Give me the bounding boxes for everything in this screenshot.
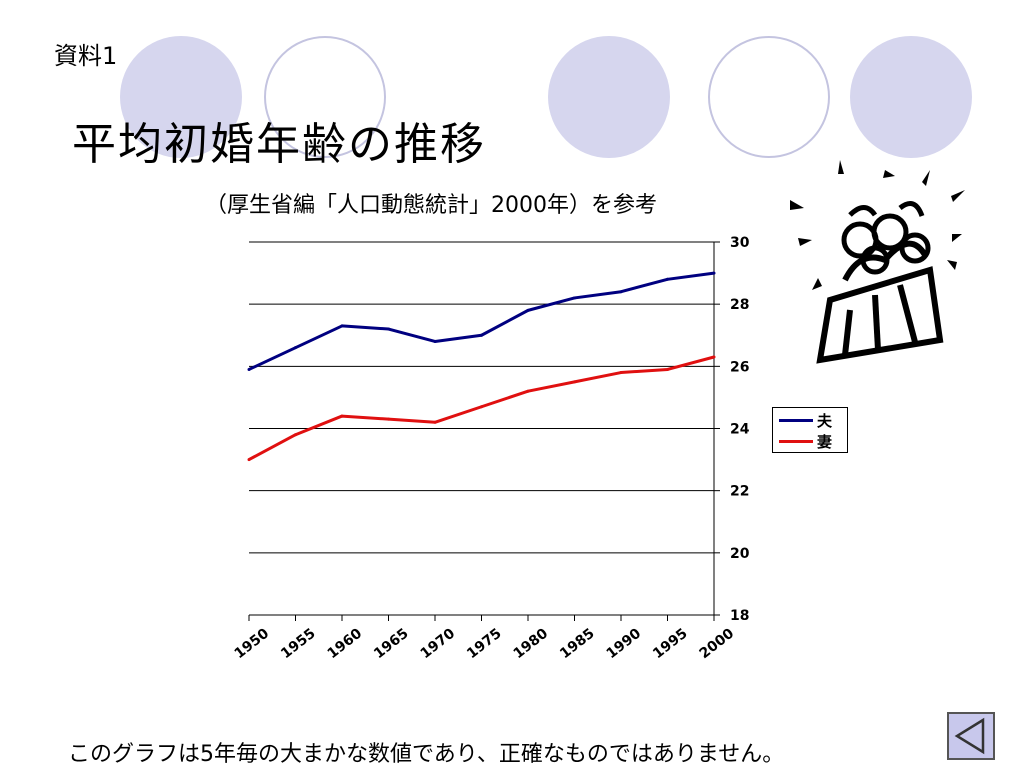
data-point xyxy=(247,367,251,371)
legend-item-husband: 夫 xyxy=(779,411,833,430)
decorative-circle xyxy=(548,36,670,158)
legend-swatch xyxy=(779,439,813,443)
data-point xyxy=(666,277,669,281)
data-point xyxy=(666,367,669,371)
decorative-circle xyxy=(708,36,830,158)
data-point xyxy=(712,355,716,359)
data-point xyxy=(433,339,437,343)
data-point xyxy=(573,296,576,300)
data-point xyxy=(712,271,716,275)
data-point xyxy=(340,414,344,418)
back-button[interactable] xyxy=(947,712,995,760)
y-tick-label: 18 xyxy=(730,608,749,624)
data-point xyxy=(387,327,390,331)
x-tick-label: 1995 xyxy=(650,626,691,663)
decorative-circle xyxy=(264,36,386,158)
legend-item-wife: 妻 xyxy=(779,432,833,451)
slide-title: 平均初婚年齢の推移 xyxy=(72,119,486,170)
data-point xyxy=(433,420,437,424)
x-tick-label: 1965 xyxy=(371,626,412,663)
bouquet-icon xyxy=(790,160,965,364)
data-point xyxy=(619,290,623,294)
data-point xyxy=(387,417,390,421)
y-tick-label: 20 xyxy=(730,546,750,562)
x-tick-label: 1970 xyxy=(418,625,459,662)
data-point xyxy=(526,389,530,393)
legend-label: 妻 xyxy=(817,432,833,451)
x-tick-label: 1960 xyxy=(325,625,366,662)
y-tick-label: 30 xyxy=(730,235,750,251)
x-tick-label: 1955 xyxy=(278,626,319,663)
x-tick-label: 2000 xyxy=(697,625,738,662)
data-point xyxy=(480,405,483,409)
y-tick-label: 26 xyxy=(730,359,749,375)
chart-subtitle: （厚生省編「人口動態統計」2000年）を参考 xyxy=(205,193,657,218)
x-tick-label: 1990 xyxy=(604,625,645,662)
y-tick-label: 24 xyxy=(730,422,750,438)
data-point xyxy=(619,371,623,375)
data-point xyxy=(480,333,483,337)
data-point xyxy=(526,308,530,312)
series-line-husband xyxy=(248,271,715,371)
decorative-circle xyxy=(850,36,972,158)
legend-label: 夫 xyxy=(817,411,833,430)
x-tick-label: 1975 xyxy=(464,626,505,663)
triangle-left-icon xyxy=(954,717,985,755)
data-point xyxy=(247,458,251,462)
x-tick-label: 1980 xyxy=(511,625,552,662)
footnote: このグラフは5年毎の大まかな数値であり、正確なものではありません。 xyxy=(68,742,785,767)
chart-legend: 夫 妻 xyxy=(772,407,848,453)
data-point xyxy=(340,324,344,328)
y-tick-label: 28 xyxy=(730,297,749,313)
data-point xyxy=(294,346,297,350)
x-tick-label: 1950 xyxy=(232,625,273,662)
x-tick-label: 1985 xyxy=(557,626,598,663)
decorative-circle xyxy=(120,36,242,158)
data-point xyxy=(573,380,576,384)
legend-swatch xyxy=(779,418,813,422)
y-tick-label: 22 xyxy=(730,484,749,500)
slide-label: 資料1 xyxy=(54,42,118,70)
data-point xyxy=(294,433,297,437)
series-line-wife xyxy=(248,355,715,461)
